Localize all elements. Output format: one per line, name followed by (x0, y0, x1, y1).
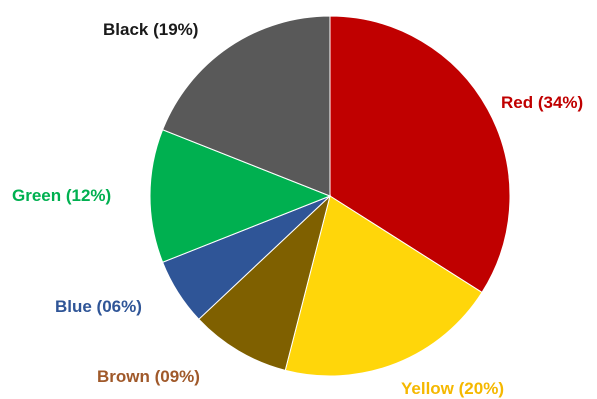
slice-label-green: Green (12%) (12, 186, 111, 205)
slice-label-blue: Blue (06%) (55, 297, 142, 316)
pie-slice-green (149, 129, 332, 263)
slice-label-yellow: Yellow (20%) (401, 379, 504, 398)
pie-slice-black (161, 15, 331, 197)
slice-label-black: Black (19%) (103, 20, 198, 39)
pie-slice-yellow (284, 195, 483, 377)
slice-label-red: Red (34%) (501, 93, 583, 112)
pie-slice-red (329, 15, 511, 294)
slice-label-brown: Brown (09%) (97, 367, 200, 386)
pie-slice-brown (198, 194, 331, 371)
pie-slices (149, 15, 511, 377)
pie-labels: Red (34%) Yellow (20%) Brown (09%) Blue (06… (12, 20, 583, 398)
